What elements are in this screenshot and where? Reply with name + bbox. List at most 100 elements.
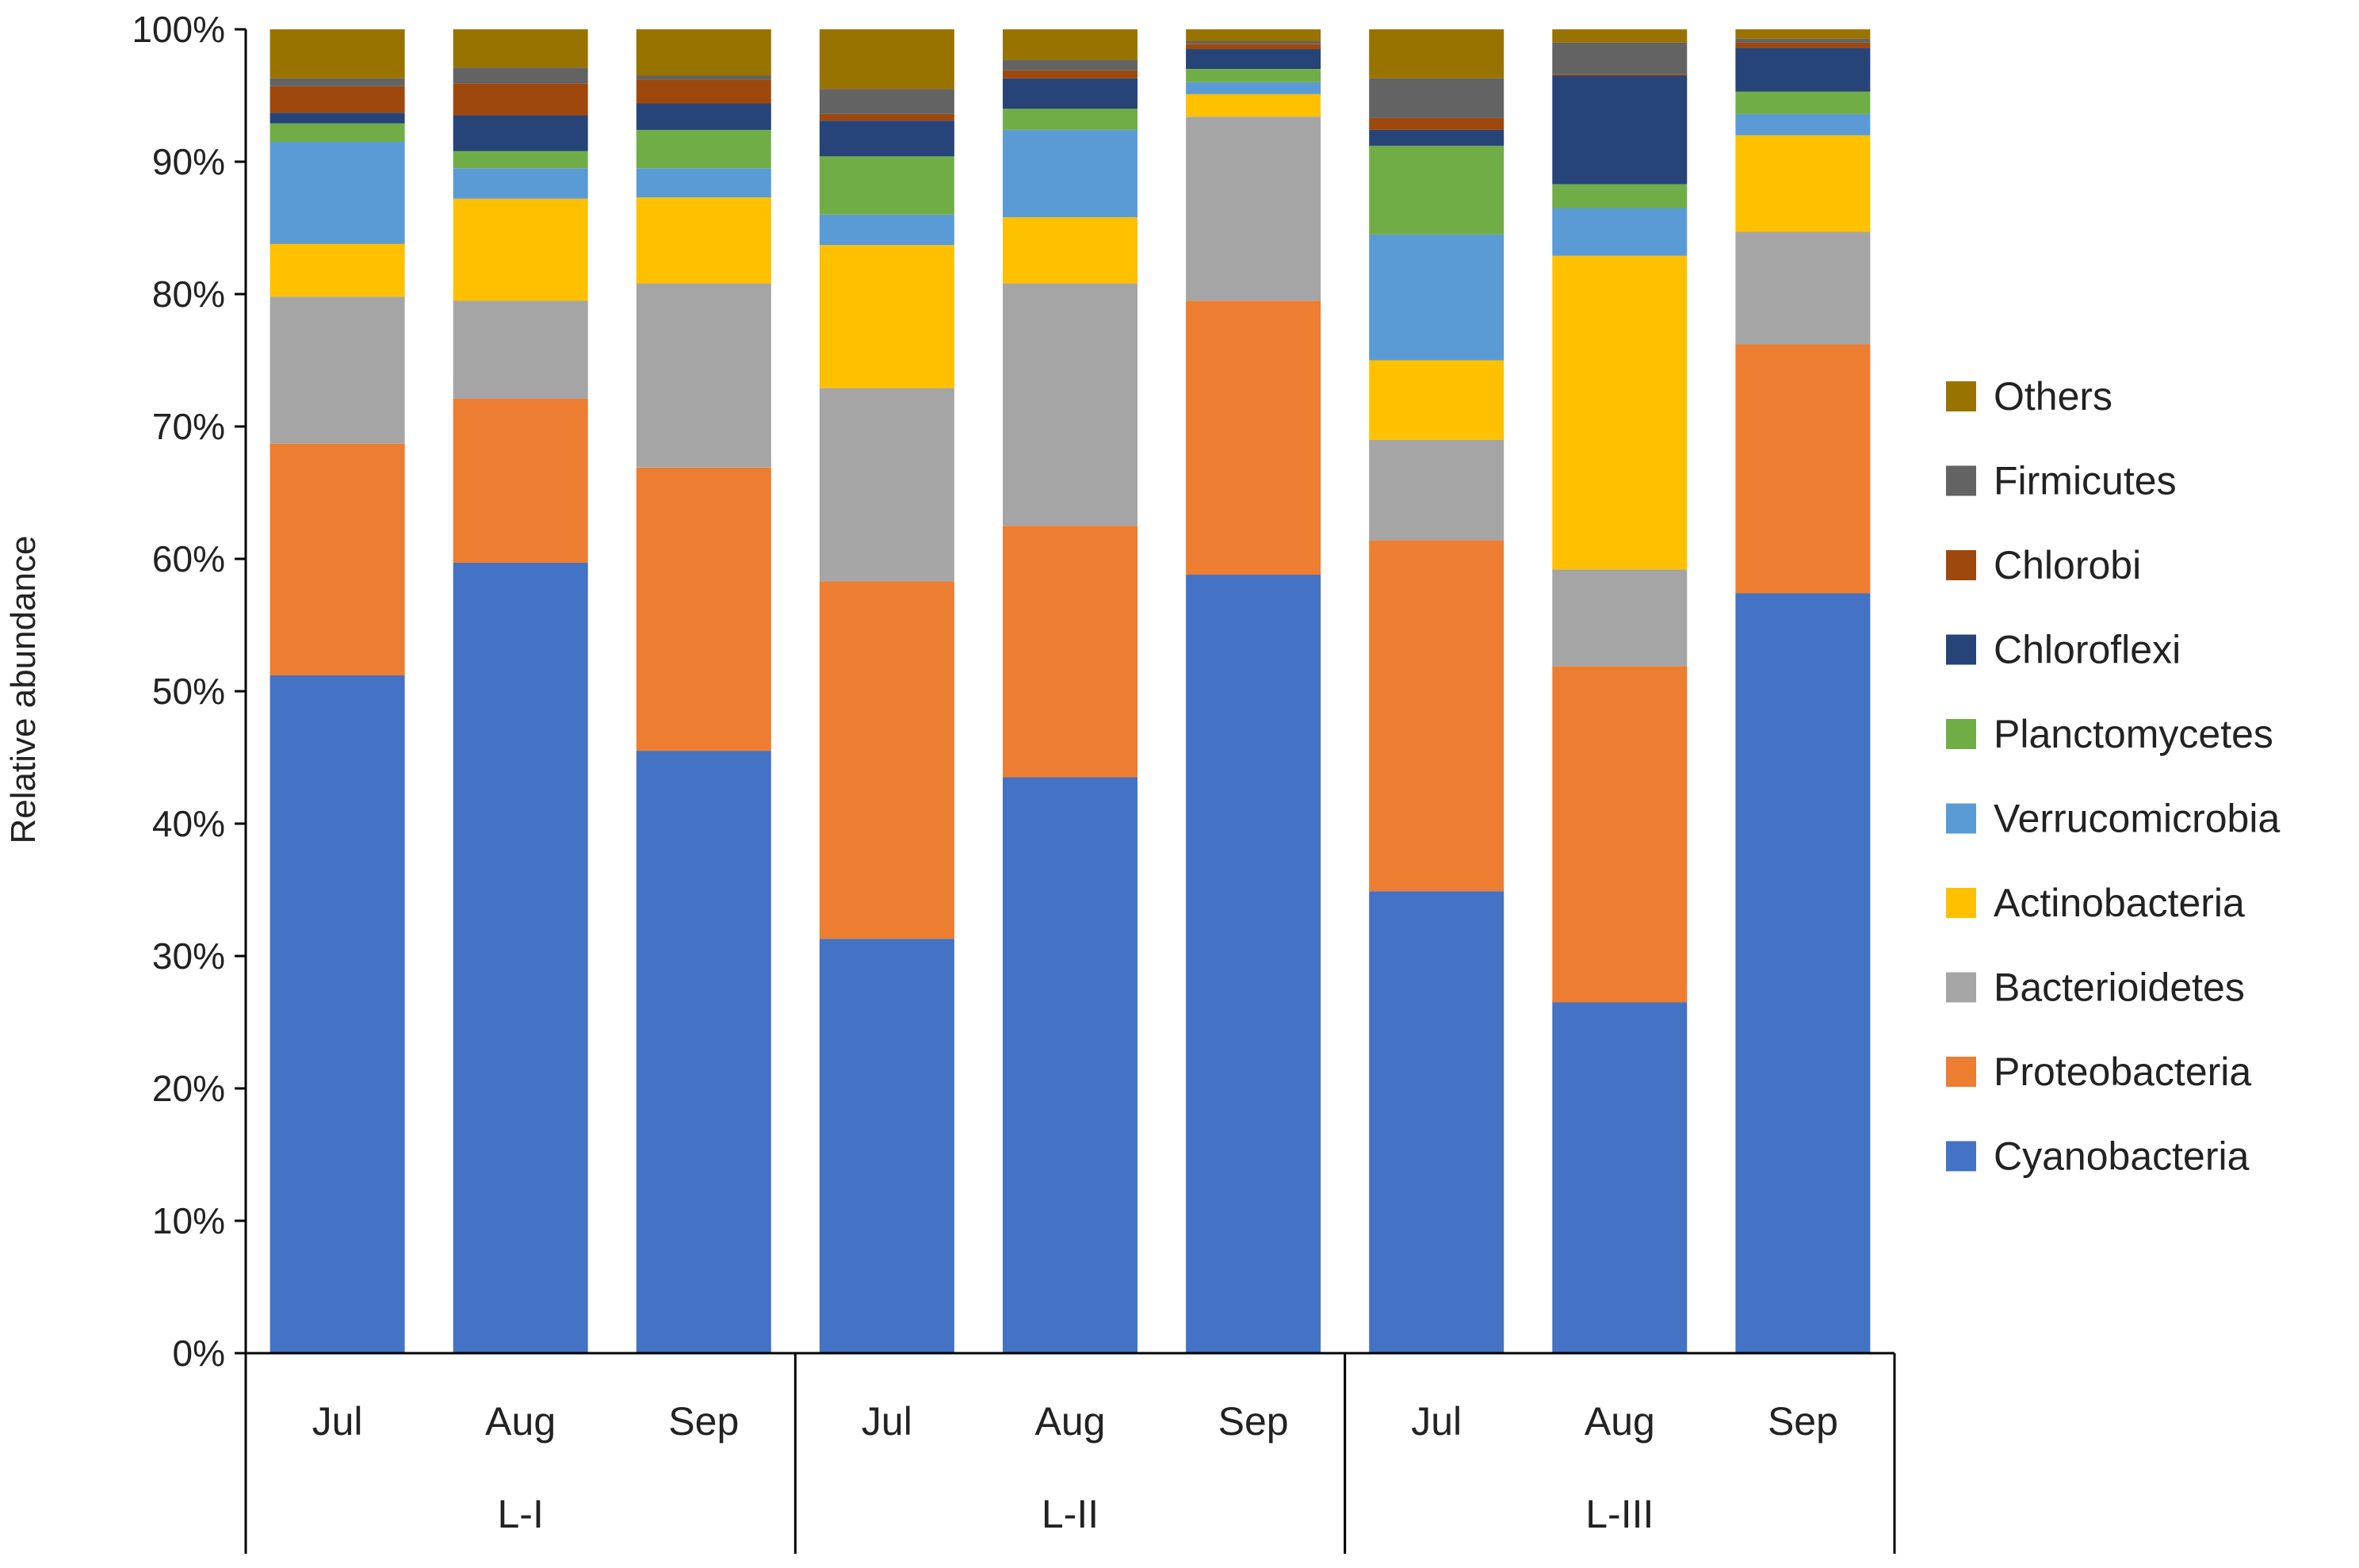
bar-segment-chlorobi <box>636 79 771 104</box>
legend-label: Planctomycetes <box>1994 712 2273 756</box>
bar-segment-chloroflexi <box>453 115 588 151</box>
legend-label: Others <box>1994 374 2112 419</box>
bar-segment-others <box>270 29 405 78</box>
legend-label: Chlorobi <box>1994 543 2141 587</box>
bar-segment-bacterioidetes <box>1552 569 1688 667</box>
bar-segment-firmicutes <box>270 78 405 86</box>
bar-segment-verrucomicrobia <box>1186 82 1321 94</box>
bar-segment-chlorobi <box>1186 44 1321 50</box>
bar-segment-chloroflexi <box>270 113 405 124</box>
bar-segment-chlorobi <box>1552 74 1688 76</box>
bar-segment-bacterioidetes <box>1735 231 1871 345</box>
bar-segment-verrucomicrobia <box>1369 234 1504 361</box>
legend-item-cyanobacteria: Cyanobacteria <box>1946 1134 2250 1179</box>
bar-segment-verrucomicrobia <box>1735 113 1871 136</box>
bar-segment-verrucomicrobia <box>453 168 588 199</box>
bar-segment-planctomycetes <box>1735 91 1871 114</box>
bar-segment-others <box>1552 29 1688 43</box>
bar-segment-cyanobacteria <box>1369 891 1504 1353</box>
bar-segment-chlorobi <box>1735 42 1871 48</box>
bar-segment-bacterioidetes <box>270 296 405 444</box>
bar-segment-proteobacteria <box>819 581 954 939</box>
bar-segment-others <box>636 29 771 76</box>
legend-item-actinobacteria: Actinobacteria <box>1946 881 2245 925</box>
x-group-label: L-III <box>1585 1492 1654 1536</box>
x-group-label: L-II <box>1042 1492 1099 1536</box>
legend-label: Bacterioidetes <box>1994 966 2245 1010</box>
bar-segment-proteobacteria <box>1369 540 1504 892</box>
legend-item-chlorobi: Chlorobi <box>1946 543 2141 587</box>
bar-segment-cyanobacteria <box>1552 1002 1688 1353</box>
x-category-label: Aug <box>1035 1399 1106 1444</box>
legend-label: Cyanobacteria <box>1994 1134 2250 1179</box>
bar-segment-chlorobi <box>270 86 405 113</box>
bar-segment-bacterioidetes <box>453 300 588 399</box>
legend-item-others: Others <box>1946 374 2112 419</box>
bar-segment-bacterioidetes <box>819 388 954 582</box>
bar-segment-firmicutes <box>453 67 588 84</box>
y-tick-label: 0% <box>173 1333 225 1374</box>
bar-segment-others <box>1735 29 1871 39</box>
x-category-label: Jul <box>1411 1399 1462 1444</box>
bar-segment-others <box>1003 29 1137 60</box>
bar-segment-proteobacteria <box>636 467 771 751</box>
legend-item-verrucomicrobia: Verrucomicrobia <box>1946 797 2280 841</box>
bar-segment-cyanobacteria <box>1003 777 1137 1353</box>
x-group-label: L-I <box>497 1492 543 1536</box>
x-category-label: Aug <box>1585 1399 1655 1444</box>
bar-segment-planctomycetes <box>453 151 588 169</box>
bar-segment-firmicutes <box>1003 59 1137 71</box>
legend-label: Verrucomicrobia <box>1994 797 2280 841</box>
legend-label: Proteobacteria <box>1994 1050 2251 1094</box>
bar-segment-others <box>453 29 588 68</box>
y-tick-label: 30% <box>152 935 225 977</box>
bar-segment-actinobacteria <box>453 198 588 301</box>
bar-segment-proteobacteria <box>1552 666 1688 1003</box>
bar-segment-firmicutes <box>1369 78 1504 118</box>
bar-segment-bacterioidetes <box>1186 117 1321 301</box>
bar-segment-verrucomicrobia <box>270 142 405 244</box>
bar-segment-cyanobacteria <box>1186 575 1321 1353</box>
bar-segment-actinobacteria <box>1186 94 1321 117</box>
bar-segment-chloroflexi <box>819 120 954 157</box>
legend-swatch <box>1946 381 1976 411</box>
legend-item-planctomycetes: Planctomycetes <box>1946 712 2273 756</box>
bar-segment-chlorobi <box>453 83 588 116</box>
bar-segment-bacterioidetes <box>636 283 771 468</box>
bar-column-4 <box>819 29 954 1353</box>
bar-segment-planctomycetes <box>636 129 771 169</box>
bar-segment-firmicutes <box>1552 42 1688 75</box>
legend-item-proteobacteria: Proteobacteria <box>1946 1050 2251 1094</box>
bar-column-8 <box>1552 29 1688 1353</box>
legend-item-firmicutes: Firmicutes <box>1946 459 2177 503</box>
y-tick-label: 70% <box>152 406 225 447</box>
bar-segment-planctomycetes <box>1369 146 1504 235</box>
y-tick-label: 90% <box>152 141 225 182</box>
bar-segment-bacterioidetes <box>1003 283 1137 526</box>
bar-segment-chloroflexi <box>1186 49 1321 69</box>
bar-segment-firmicutes <box>636 75 771 80</box>
x-category-label: Jul <box>312 1399 363 1444</box>
bar-segment-others <box>819 29 954 90</box>
legend-swatch <box>1946 888 1976 918</box>
x-category-label: Sep <box>668 1399 739 1444</box>
bar-segment-chloroflexi <box>636 103 771 130</box>
legend-swatch <box>1946 972 1976 1003</box>
bar-segment-actinobacteria <box>636 197 771 284</box>
bar-segment-actinobacteria <box>1003 217 1137 284</box>
bar-segment-chloroflexi <box>1003 78 1137 109</box>
x-category-label: Sep <box>1218 1399 1289 1444</box>
y-tick-label: 20% <box>152 1068 225 1109</box>
bar-column-9 <box>1735 29 1871 1353</box>
bar-segment-others <box>1186 29 1321 41</box>
bar-column-3 <box>636 29 771 1353</box>
legend-swatch <box>1946 634 1976 665</box>
legend-swatch <box>1946 1141 1976 1172</box>
bar-segment-proteobacteria <box>270 443 405 675</box>
legend-label: Chloroflexi <box>1994 628 2181 672</box>
bar-segment-actinobacteria <box>270 243 405 297</box>
y-tick-label: 40% <box>152 803 225 844</box>
bar-segment-verrucomicrobia <box>819 214 954 246</box>
